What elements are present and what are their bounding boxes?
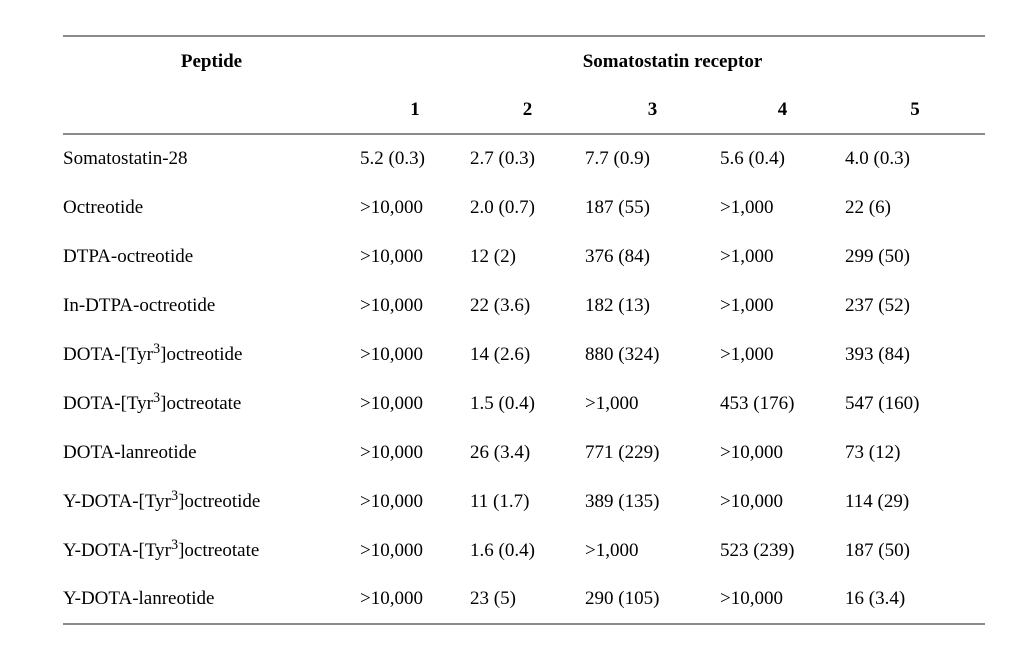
affinity-value-cell: 376 (84) [585,245,650,267]
table-row: Somatostatin-28 5.2 (0.3) 2.7 (0.3) 7.7 (0.… [63,134,985,183]
table-row: Y-DOTA-[Tyr3]octreotide >10,000 11 (1.7) 38… [63,477,985,526]
affinity-value-cell: 1.5 (0.4) [470,392,535,414]
table-row: Y-DOTA-lanreotide >10,000 23 (5) 290 (105) >… [63,575,985,624]
peptide-name-cell: DOTA-[Tyr3]octreotide [63,341,243,365]
affinity-value-cell: 453 (176) [720,392,795,414]
table-row: DTPA-octreotide >10,000 12 (2) 376 (84) >1,0… [63,232,985,281]
affinity-value-cell: >10,000 [360,588,423,609]
affinity-value-cell: 12 (2) [470,245,516,267]
receptor-5-header: 5 [910,98,920,120]
affinity-value-cell: >10,000 [360,343,423,365]
affinity-value-cell: 187 (55) [585,196,650,218]
peptide-name-cell: DOTA-[Tyr3]octreotate [63,390,242,414]
peptide-name-cell: Y-DOTA-lanreotide [63,588,215,609]
peptide-name-cell: Somatostatin-28 [63,148,188,169]
affinity-value-cell: 2.7 (0.3) [470,148,535,169]
receptor-2-header: 2 [522,98,533,120]
peptide-superscript: 3 [153,390,161,407]
affinity-value-cell: >1,000 [720,343,774,365]
affinity-value-cell: >1,000 [720,294,774,316]
header-row-receptor-numbers: 1 2 3 4 5 [63,86,985,134]
affinity-value-cell: 237 (52) [845,294,910,316]
affinity-value-cell: 22 (6) [845,196,891,218]
affinity-value-cell: >10,000 [720,490,783,512]
table-row: Y-DOTA-[Tyr3]octreotate >10,000 1.6 (0.4) >… [63,526,985,575]
affinity-value-cell: >1,000 [720,245,774,267]
receptor-1-header: 1 [410,98,420,120]
table-body: Somatostatin-28 5.2 (0.3) 2.7 (0.3) 7.7 (0.… [63,134,985,624]
affinity-value-cell: >10,000 [360,196,423,218]
affinity-value-cell: 26 (3.4) [470,441,531,463]
affinity-value-cell: >10,000 [360,245,423,267]
peptide-name-cell: In-DTPA-octreotide [63,294,216,316]
affinity-value-cell: 11 (1.7) [470,490,530,512]
affinity-value-cell: 22 (3.6) [470,294,531,316]
affinity-value-cell: 7.7 (0.9) [585,148,650,169]
table-row: DOTA-lanreotide >10,000 26 (3.4) 771 (229) >… [63,428,985,477]
peptide-name-cell: Y-DOTA-[Tyr3]octreotate [63,537,260,561]
table-row: DOTA-[Tyr3]octreotide >10,000 14 (2.6) 880 … [63,330,985,379]
receptor-3-header: 3 [647,98,658,120]
affinity-value-cell: 14 (2.6) [470,343,531,365]
affinity-value-cell: 547 (160) [845,392,920,414]
peptide-column-header: Peptide [180,50,243,72]
affinity-value-cell: 5.6 (0.4) [720,148,785,169]
empty-header-cell [63,86,360,134]
peptide-name-cell: Y-DOTA-[Tyr3]octreotide [63,488,261,512]
affinity-value-cell: >10,000 [360,441,423,463]
affinity-value-cell: 393 (84) [845,343,910,365]
affinity-value-cell: 299 (50) [845,245,910,267]
peptide-name-cell: Octreotide [63,196,144,218]
affinity-value-cell: >1,000 [585,539,639,561]
table-row: In-DTPA-octreotide >10,000 22 (3.6) 182 (13… [63,281,985,330]
peptide-superscript: 3 [153,341,161,358]
peptide-name-cell: DTPA-octreotide [63,245,194,267]
somatostatin-receptor-group-header: Somatostatin receptor [582,50,763,72]
somatostatin-receptor-affinity-table: Peptide Somatostatin receptor 1 2 3 4 5 … [63,35,986,625]
affinity-value-cell: 771 (229) [585,441,660,463]
affinity-value-cell: >10,000 [360,392,423,414]
peptide-superscript: 3 [170,537,179,554]
affinity-value-cell: 880 (324) [585,343,660,365]
affinity-value-cell: >10,000 [720,441,783,463]
affinity-value-cell: >10,000 [360,539,423,561]
affinity-value-cell: 114 (29) [845,490,910,512]
affinity-value-cell: >1,000 [585,392,639,414]
affinity-value-cell: 1.6 (0.4) [470,539,535,561]
peptide-name-cell: DOTA-lanreotide [63,441,197,463]
affinity-value-cell: 16 (3.4) [845,588,906,609]
affinity-value-cell: 187 (50) [845,539,910,561]
affinity-value-cell: 290 (105) [585,588,660,609]
table-row: DOTA-[Tyr3]octreotate >10,000 1.5 (0.4) >1,… [63,379,985,428]
affinity-value-cell: 5.2 (0.3) [360,148,425,169]
affinity-value-cell: 4.0 (0.3) [845,148,910,169]
table-header: Peptide Somatostatin receptor 1 2 3 4 5 [63,36,986,134]
affinity-value-cell: 2.0 (0.7) [470,196,535,218]
affinity-value-cell: 23 (5) [470,588,516,609]
affinity-value-cell: >10,000 [360,294,423,316]
affinity-value-cell: >1,000 [720,196,774,218]
affinity-value-cell: >10,000 [360,490,423,512]
affinity-value-cell: 73 (12) [845,441,901,463]
table-row: Octreotide >10,000 2.0 (0.7) 187 (55) >1,000… [63,183,985,232]
affinity-value-cell: >10,000 [720,588,783,609]
affinity-value-cell: 523 (239) [720,539,795,561]
header-row-group: Peptide Somatostatin receptor [63,36,985,86]
affinity-value-cell: 389 (135) [585,490,660,512]
affinity-value-cell: 182 (13) [585,294,650,316]
receptor-4-header: 4 [777,98,788,120]
peptide-superscript: 3 [170,488,179,505]
